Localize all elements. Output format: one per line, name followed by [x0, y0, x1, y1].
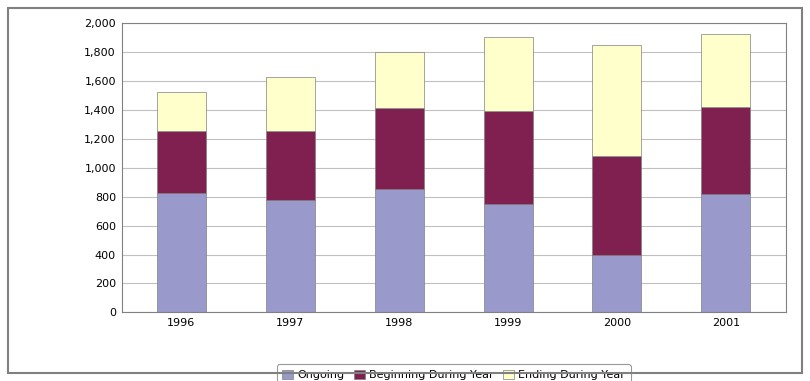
- Bar: [484, 111, 532, 204]
- Bar: [701, 107, 750, 194]
- Legend: Ongoing, Beginning During Year, Ending During Year: Ongoing, Beginning During Year, Ending D…: [276, 364, 631, 381]
- Bar: [701, 34, 750, 107]
- Bar: [266, 131, 315, 200]
- Bar: [157, 91, 206, 131]
- Bar: [375, 108, 424, 189]
- Bar: [592, 255, 642, 312]
- Bar: [701, 194, 750, 312]
- Bar: [375, 189, 424, 312]
- Bar: [484, 204, 532, 312]
- Bar: [592, 156, 642, 255]
- Bar: [157, 193, 206, 312]
- Bar: [266, 200, 315, 312]
- Bar: [375, 52, 424, 108]
- Bar: [157, 131, 206, 193]
- Bar: [484, 37, 532, 111]
- Bar: [592, 45, 642, 156]
- Bar: [266, 77, 315, 131]
